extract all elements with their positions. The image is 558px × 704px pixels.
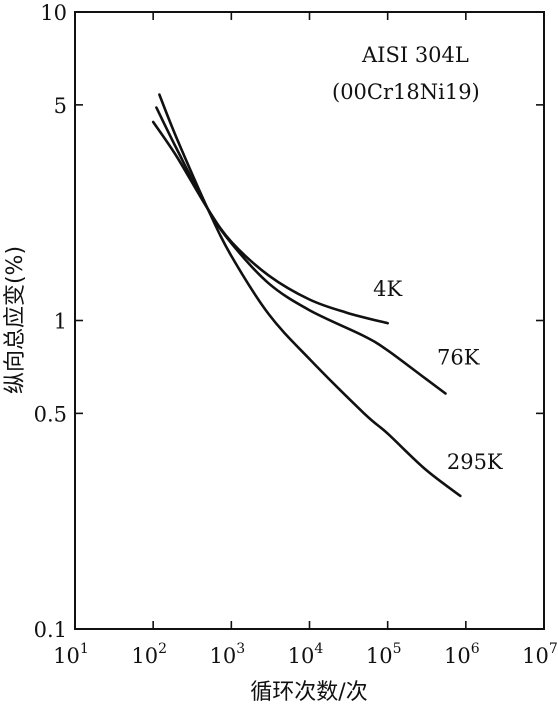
y-tick-label: 10 — [40, 1, 67, 25]
x-tick-exponent: 1 — [80, 641, 89, 657]
series-4K-label: 4K — [373, 277, 402, 301]
y-tick-label: 0.1 — [34, 618, 67, 642]
plot-frame — [74, 11, 545, 630]
series-76K-line — [155, 106, 447, 395]
x-tick-exponent: 3 — [236, 641, 245, 657]
x-tick-base: 10 — [53, 644, 80, 668]
y-tick-label: 5 — [54, 94, 67, 118]
x-tick-exponent: 7 — [549, 641, 558, 657]
series-295K-line — [158, 93, 462, 498]
x-tick-base: 10 — [210, 644, 237, 668]
x-tick-label: 105 — [366, 641, 402, 668]
series-4K-line — [151, 120, 389, 325]
y-tick-labels: 0.1 0.5 1 5 10 — [34, 1, 67, 642]
axis-ticks — [74, 11, 545, 630]
x-tick-label: 106 — [444, 641, 480, 668]
x-tick-base: 10 — [131, 644, 158, 668]
x-tick-label: 107 — [522, 641, 558, 668]
series-76K-label: 76K — [437, 346, 480, 370]
x-axis-title: 循环次数/次 — [250, 680, 367, 704]
x-tick-label: 101 — [53, 641, 89, 668]
x-tick-base: 10 — [366, 644, 393, 668]
x-tick-base: 10 — [444, 644, 471, 668]
x-tick-label: 102 — [131, 641, 167, 668]
y-tick-label: 0.5 — [34, 402, 67, 426]
x-tick-exponent: 4 — [314, 641, 323, 657]
x-tick-labels: 101 102 103 104 105 106 107 — [53, 641, 558, 668]
series-labels: 4K 76K 295K — [373, 277, 503, 474]
x-tick-base: 10 — [522, 644, 549, 668]
x-tick-base: 10 — [288, 644, 315, 668]
x-tick-label: 103 — [210, 641, 246, 668]
series-curves — [151, 93, 462, 498]
x-tick-exponent: 5 — [393, 641, 402, 657]
x-tick-label: 104 — [288, 641, 324, 668]
y-tick-label: 1 — [54, 310, 67, 334]
series-295K-label: 295K — [447, 450, 503, 474]
material-code-label: (00Cr18Ni19) — [332, 80, 480, 104]
x-tick-exponent: 6 — [471, 641, 480, 657]
material-label: AISI 304L — [361, 43, 469, 67]
x-tick-exponent: 2 — [158, 641, 167, 657]
y-axis-title: 纵向总应变(%) — [3, 246, 28, 394]
